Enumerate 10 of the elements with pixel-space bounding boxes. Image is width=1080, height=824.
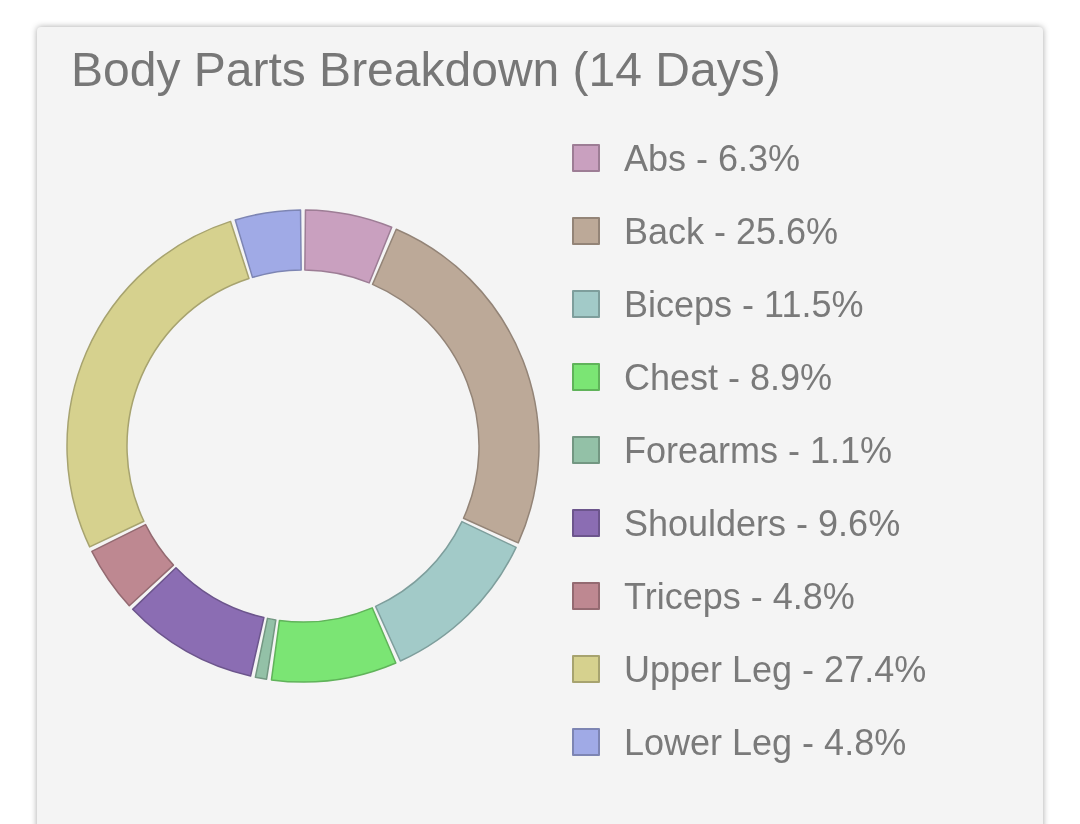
legend-label: Chest - 8.9%: [624, 356, 833, 398]
legend-label: Lower Leg - 4.8%: [624, 721, 907, 763]
legend-label: Triceps - 4.8%: [624, 575, 855, 617]
legend-label: Back - 25.6%: [624, 210, 839, 252]
chart-title: Body Parts Breakdown (14 Days): [71, 42, 781, 96]
legend-label: Forearms - 1.1%: [624, 429, 893, 471]
legend-label: Upper Leg - 27.4%: [624, 648, 927, 690]
legend-label: Abs - 6.3%: [624, 137, 801, 179]
legend-label: Shoulders - 9.6%: [624, 502, 901, 544]
legend-label: Biceps - 11.5%: [624, 283, 864, 325]
